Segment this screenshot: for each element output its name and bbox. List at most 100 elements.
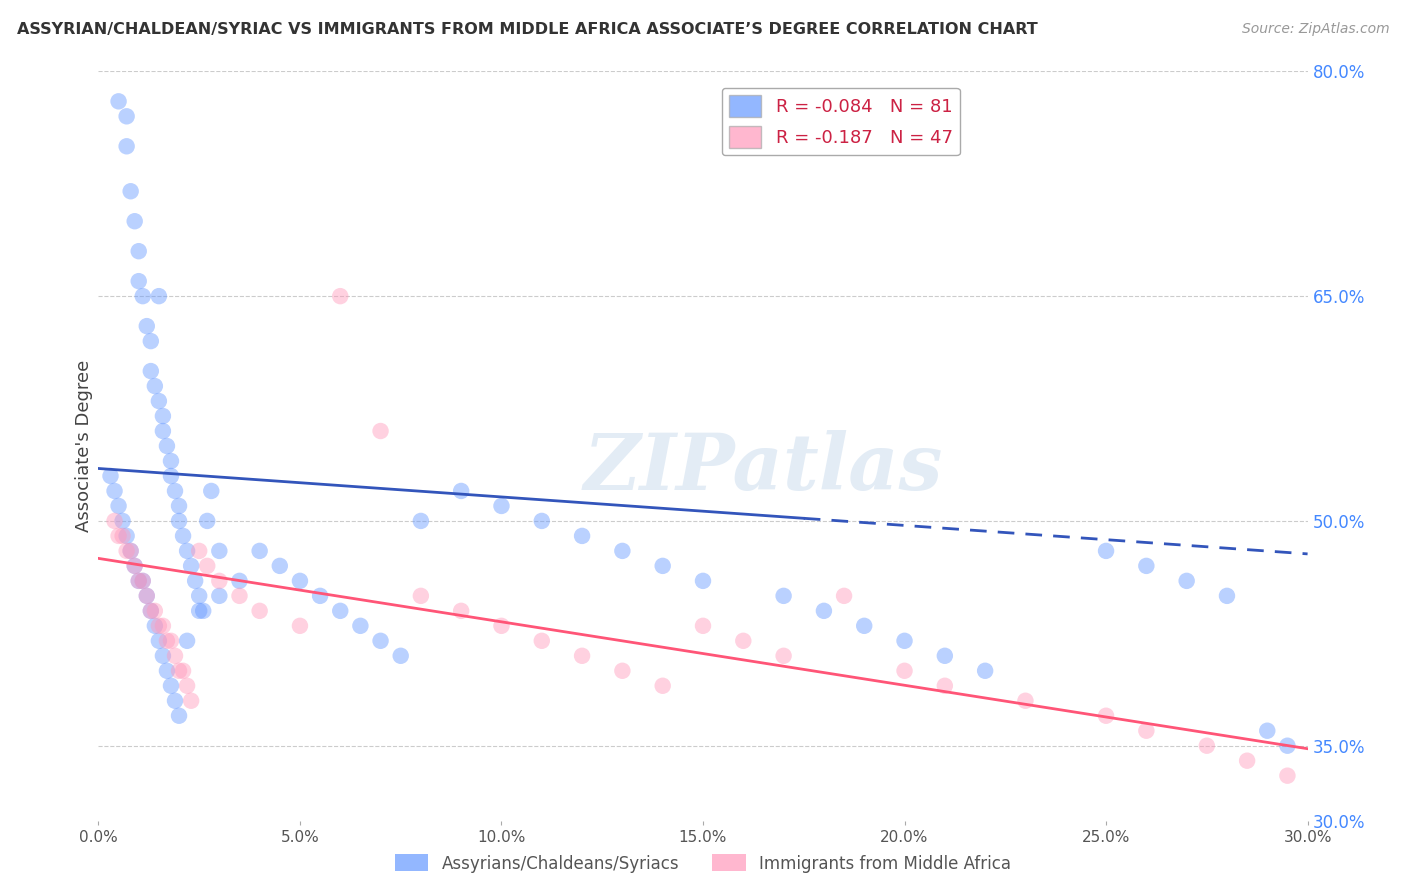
Point [193,604,215,618]
Text: ZIPatlas: ZIPatlas [583,430,943,507]
Point [152,424,174,438]
Point [160,469,183,483]
Point [974,664,997,678]
Point [188,544,211,558]
Point [1014,694,1036,708]
Point [152,619,174,633]
Point [571,529,593,543]
Point [1216,589,1239,603]
Point [163,483,186,498]
Point [111,514,134,528]
Point [135,589,157,603]
Point [172,664,194,678]
Point [132,574,155,588]
Point [772,589,794,603]
Point [1095,708,1118,723]
Point [249,544,271,558]
Point [180,558,202,573]
Point [571,648,593,663]
Point [124,558,146,573]
Point [100,469,122,483]
Point [208,589,231,603]
Point [176,544,198,558]
Point [1277,769,1299,783]
Point [115,139,138,153]
Point [139,604,162,618]
Text: Source: ZipAtlas.com: Source: ZipAtlas.com [1241,22,1389,37]
Point [148,394,170,409]
Point [832,589,855,603]
Point [530,633,553,648]
Point [893,633,915,648]
Point [128,274,150,288]
Point [184,574,207,588]
Point [1135,723,1157,738]
Point [1256,723,1278,738]
Point [139,364,162,378]
Point [120,184,142,198]
Legend: R = -0.084   N = 81, R = -0.187   N = 47: R = -0.084 N = 81, R = -0.187 N = 47 [721,88,960,155]
Point [349,619,371,633]
Point [269,558,291,573]
Point [772,648,794,663]
Point [309,589,332,603]
Point [389,648,412,663]
Point [148,289,170,303]
Point [143,619,166,633]
Point [132,574,155,588]
Point [103,514,125,528]
Point [934,648,956,663]
Point [893,664,915,678]
Point [934,679,956,693]
Point [167,708,190,723]
Point [228,574,250,588]
Point [329,289,352,303]
Point [128,244,150,259]
Point [132,289,155,303]
Point [651,558,673,573]
Point [156,664,179,678]
Point [491,499,513,513]
Point [163,694,186,708]
Point [124,558,146,573]
Point [107,95,129,109]
Point [152,648,174,663]
Point [1277,739,1299,753]
Point [450,483,472,498]
Point [156,633,179,648]
Point [107,529,129,543]
Point [491,619,513,633]
Point [176,679,198,693]
Point [160,679,183,693]
Point [111,529,134,543]
Point [1095,544,1118,558]
Point [208,574,231,588]
Point [107,499,129,513]
Point [128,574,150,588]
Point [450,604,472,618]
Point [128,574,150,588]
Point [188,589,211,603]
Point [409,514,432,528]
Point [228,589,250,603]
Point [853,619,876,633]
Point [208,544,231,558]
Point [692,619,714,633]
Point [329,604,352,618]
Point [115,109,138,123]
Point [120,544,142,558]
Point [188,604,211,618]
Point [135,319,157,334]
Point [152,409,174,423]
Point [167,664,190,678]
Point [612,544,634,558]
Point [1175,574,1198,588]
Text: ASSYRIAN/CHALDEAN/SYRIAC VS IMMIGRANTS FROM MIDDLE AFRICA ASSOCIATE’S DEGREE COR: ASSYRIAN/CHALDEAN/SYRIAC VS IMMIGRANTS F… [17,22,1038,37]
Point [288,619,311,633]
Point [409,589,432,603]
Point [172,529,194,543]
Point [143,379,166,393]
Point [249,604,271,618]
Point [135,589,157,603]
Point [1135,558,1157,573]
